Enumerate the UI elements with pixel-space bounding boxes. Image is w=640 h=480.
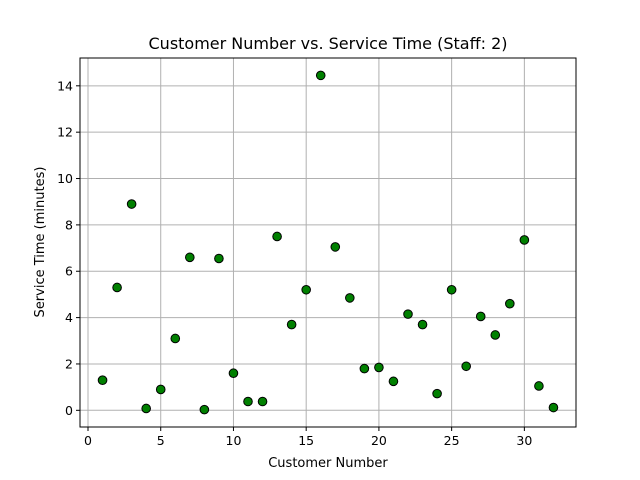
y-tick-label: 6 bbox=[65, 264, 73, 279]
data-point bbox=[505, 298, 515, 309]
data-point bbox=[490, 330, 501, 340]
y-tick-label: 14 bbox=[57, 78, 73, 93]
data-point bbox=[432, 388, 442, 399]
data-point bbox=[272, 231, 282, 242]
data-point bbox=[214, 253, 224, 264]
x-tick-label: 20 bbox=[371, 433, 387, 448]
grid bbox=[80, 58, 576, 427]
data-point bbox=[286, 319, 297, 330]
data-point bbox=[519, 235, 530, 245]
data-point bbox=[446, 284, 457, 295]
data-point bbox=[185, 252, 195, 263]
data-point bbox=[228, 368, 239, 379]
data-point bbox=[170, 333, 181, 344]
data-point bbox=[141, 403, 151, 414]
x-tick-label: 15 bbox=[298, 433, 314, 448]
data-point bbox=[199, 404, 210, 415]
y-tick-label: 10 bbox=[57, 171, 73, 186]
data-point bbox=[330, 242, 341, 252]
data-point bbox=[112, 282, 122, 293]
data-point bbox=[417, 319, 428, 330]
x-tick-label: 25 bbox=[444, 433, 460, 448]
x-axis-label: Customer Number bbox=[268, 456, 388, 471]
chart-title: Customer Number vs. Service Time (Staff:… bbox=[149, 34, 508, 53]
data-point bbox=[301, 284, 311, 295]
x-tick-label: 0 bbox=[84, 433, 92, 448]
y-tick-label: 0 bbox=[65, 403, 73, 418]
x-tick-label: 5 bbox=[157, 433, 165, 448]
ticks: 0 5 10 15 20 25 30 0 2 4 6 8 10 12 14 bbox=[57, 78, 532, 448]
data-point bbox=[315, 70, 326, 81]
data-point bbox=[548, 402, 559, 413]
data-point bbox=[475, 311, 486, 322]
data-point bbox=[359, 363, 370, 374]
x-tick-label: 30 bbox=[516, 433, 532, 448]
data-point bbox=[243, 396, 253, 407]
data-point bbox=[534, 381, 544, 391]
data-point bbox=[345, 293, 355, 303]
x-tick-label: 10 bbox=[226, 433, 242, 448]
data-point bbox=[374, 362, 384, 373]
y-axis-label: Service Time (minutes) bbox=[33, 167, 48, 318]
data-points bbox=[97, 70, 559, 415]
y-tick-label: 4 bbox=[65, 310, 73, 325]
data-point bbox=[388, 376, 399, 387]
data-point bbox=[126, 199, 137, 209]
y-tick-label: 2 bbox=[65, 356, 73, 371]
plot-frame bbox=[79, 57, 577, 428]
data-point bbox=[257, 396, 268, 407]
y-tick-label: 8 bbox=[65, 217, 73, 232]
data-point bbox=[97, 375, 108, 385]
y-tick-label: 12 bbox=[57, 125, 73, 140]
data-point bbox=[403, 309, 413, 319]
data-point bbox=[155, 384, 166, 395]
data-point bbox=[461, 361, 471, 372]
